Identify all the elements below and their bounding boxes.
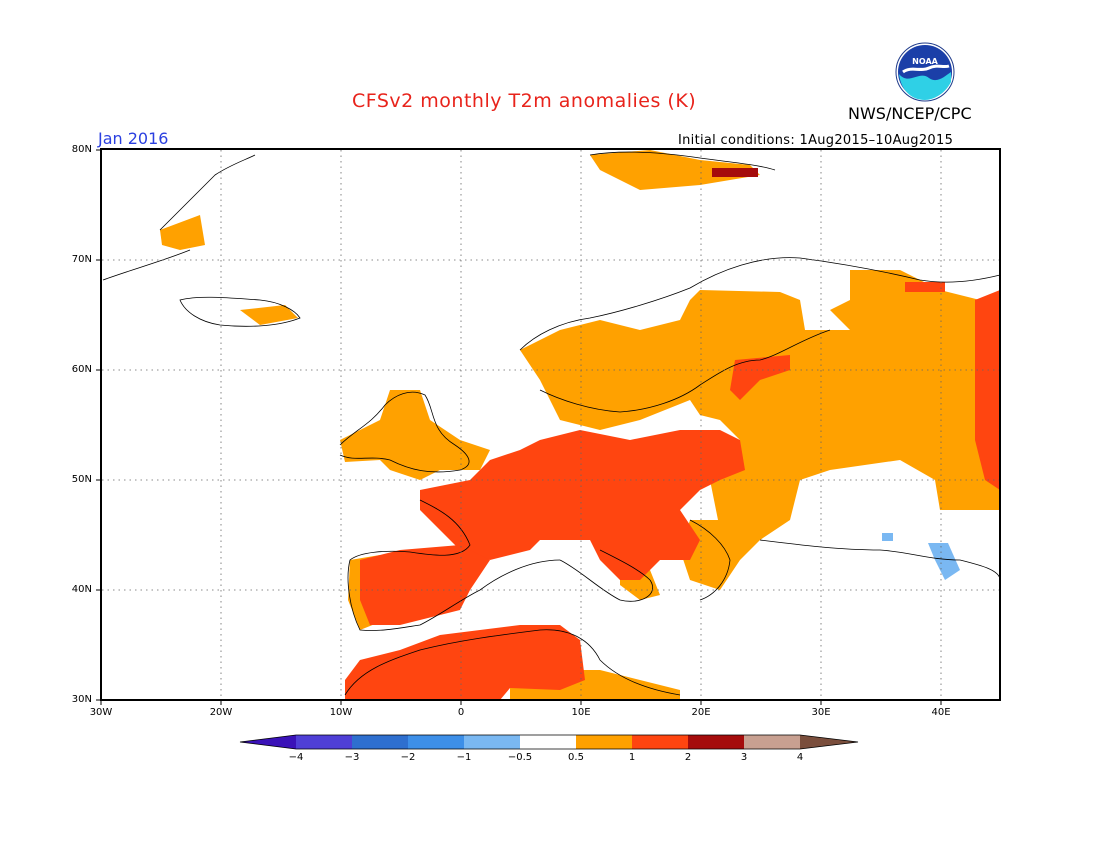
legend-swatch-2 bbox=[352, 735, 408, 749]
legend-tick-label: 2 bbox=[684, 752, 692, 763]
legend-swatch-5 bbox=[520, 735, 576, 749]
anomaly-region-orange-balkans bbox=[680, 520, 760, 590]
anomaly-region-darkred-arctic bbox=[712, 168, 758, 177]
legend-colorbar bbox=[239, 734, 859, 750]
valid-month-label: Jan 2016 bbox=[98, 129, 169, 148]
legend-swatch-7 bbox=[632, 735, 688, 749]
legend-swatch-6 bbox=[576, 735, 632, 749]
logo-text: NOAA bbox=[912, 57, 938, 66]
anomaly-region-red-central-europe bbox=[420, 430, 745, 580]
anomaly-shading bbox=[160, 150, 1000, 700]
anomaly-region-red-kola bbox=[905, 282, 945, 292]
legend-tick-label: −1 bbox=[456, 752, 472, 763]
anomaly-region-blue-blacksea bbox=[882, 533, 893, 541]
anomaly-region-red-russia-east bbox=[975, 290, 1000, 490]
legend-swatch-9 bbox=[744, 735, 800, 749]
legend-tick-label: 3 bbox=[740, 752, 748, 763]
lon-label: 20E bbox=[691, 707, 711, 718]
lat-label: 30N bbox=[71, 694, 92, 705]
anomaly-region-orange-scandinavia bbox=[520, 270, 1000, 540]
lon-label: 30E bbox=[811, 707, 831, 718]
lat-label: 60N bbox=[71, 364, 92, 375]
anomaly-region-orange-uk bbox=[340, 390, 490, 480]
legend-arrow-right bbox=[800, 735, 858, 749]
legend-tick-label: 4 bbox=[796, 752, 804, 763]
legend-tick-label: 0.5 bbox=[568, 752, 584, 763]
agency-label: NWS/NCEP/CPC bbox=[848, 104, 972, 123]
lon-label: 40E bbox=[931, 707, 951, 718]
lon-label: 0 bbox=[457, 707, 465, 718]
anomaly-region-red-nafrica bbox=[345, 625, 585, 700]
legend-swatch-4 bbox=[464, 735, 520, 749]
legend-swatch-8 bbox=[688, 735, 744, 749]
tick-marks bbox=[96, 149, 942, 705]
anomaly-region-orange-greenland bbox=[160, 215, 205, 250]
map-title: CFSv2 monthly T2m anomalies (K) bbox=[352, 90, 697, 112]
legend-tick-label: 1 bbox=[628, 752, 636, 763]
legend-tick-label: −4 bbox=[288, 752, 304, 763]
legend-arrow-left bbox=[240, 735, 296, 749]
map-border bbox=[100, 148, 1001, 701]
anomaly-region-red-iberia bbox=[360, 545, 490, 625]
anomaly-region-red-baltic bbox=[730, 355, 790, 400]
legend-tick-label: −2 bbox=[400, 752, 416, 763]
lon-label: 10E bbox=[571, 707, 591, 718]
lon-label: 30W bbox=[89, 707, 113, 718]
coastlines bbox=[102, 151, 1001, 696]
legend-swatch-1 bbox=[296, 735, 352, 749]
legend-swatch-3 bbox=[408, 735, 464, 749]
lon-label: 10W bbox=[329, 707, 353, 718]
legend-tick-label: −0.5 bbox=[507, 752, 533, 763]
graticule bbox=[102, 150, 1000, 700]
lat-label: 40N bbox=[71, 584, 92, 595]
anomaly-region-orange-iceland bbox=[240, 305, 298, 325]
anomaly-region-blue-caucasus bbox=[928, 543, 960, 580]
lat-label: 70N bbox=[71, 254, 92, 265]
lat-label: 80N bbox=[71, 144, 92, 155]
lon-label: 20W bbox=[209, 707, 233, 718]
anomaly-region-orange-svalbard bbox=[590, 150, 760, 190]
noaa-logo: NOAA bbox=[895, 42, 955, 102]
lat-label: 50N bbox=[71, 474, 92, 485]
legend-tick-label: −3 bbox=[344, 752, 360, 763]
initial-conditions-label: Initial conditions: 1Aug2015–10Aug2015 bbox=[678, 133, 954, 148]
